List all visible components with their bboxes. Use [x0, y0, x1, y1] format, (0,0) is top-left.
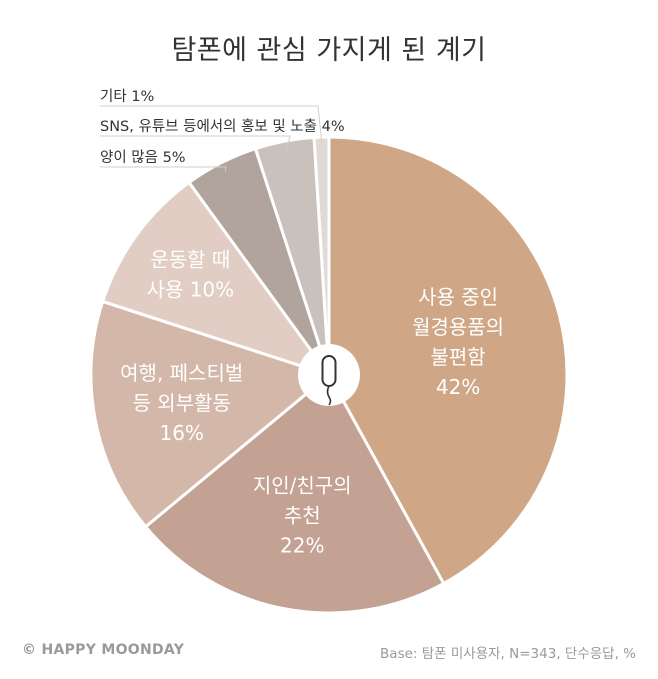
callout-label-5: 양이 많음 5% [100, 149, 186, 166]
callout-leaders [100, 105, 323, 172]
slice-label-line: 추천 [284, 503, 321, 527]
callout-line-6 [100, 135, 291, 151]
slice-label-line: 사용 중인 [418, 285, 498, 309]
slice-label-line: 42% [436, 375, 480, 399]
slice-label-line: 불편함 [430, 345, 485, 369]
pie-slice-3 [89, 299, 333, 529]
slice-label-line: 운동할 때 [150, 247, 230, 271]
pie-slices [89, 135, 569, 615]
copyright-text: © HAPPY MOONDAY [22, 642, 185, 658]
slice-label-line: 지인/친구의 [253, 473, 352, 497]
callout-line-5 [100, 166, 227, 172]
callout-label-6: SNS, 유튜브 등에서의 홍보 및 노출 4% [100, 118, 345, 135]
pie-slice-2 [143, 372, 446, 615]
pie-slice-1 [327, 135, 569, 586]
slice-label-line: 여행, 페스티벌 [120, 361, 243, 385]
callout-label-7: 기타 1% [100, 88, 154, 105]
tampon-icon [298, 344, 360, 406]
slice-label-line: 등 외부활동 [133, 391, 231, 415]
slice-label-line: 월경용품의 [412, 315, 504, 339]
pie-slice-4 [100, 180, 333, 378]
base-note: Base: 탐폰 미사용자, N=343, 단수응답, % [380, 646, 636, 662]
callout-line-7 [100, 105, 323, 142]
slice-label-line: 22% [280, 533, 324, 557]
slice-label-line: 사용 10% [147, 277, 235, 301]
slice-label-line: 16% [159, 421, 203, 445]
chart-title: 탐폰에 관심 가지게 된 계기 [171, 35, 487, 66]
